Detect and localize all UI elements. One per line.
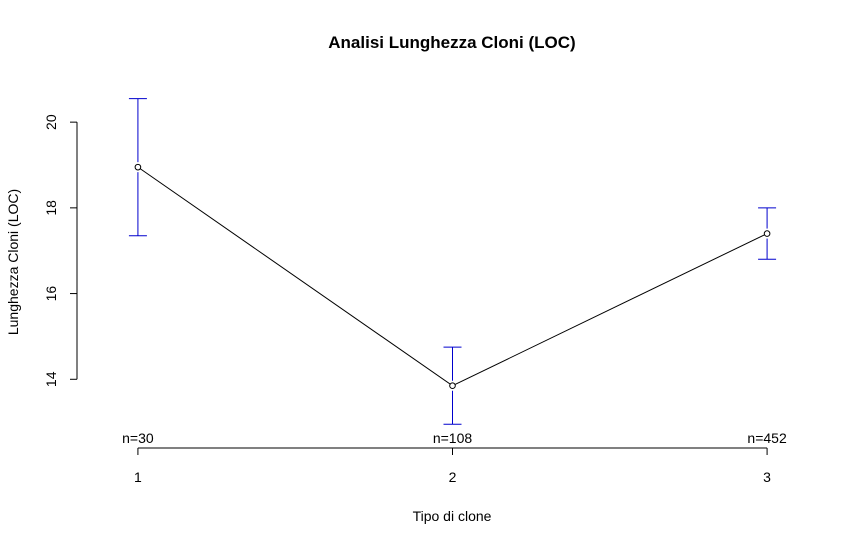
n-label: n=108: [433, 430, 473, 446]
y-tick-label: 16: [43, 286, 59, 302]
x-axis-label: Tipo di clone: [413, 508, 492, 524]
y-tick-label: 14: [43, 371, 59, 387]
error-bars: [128, 98, 777, 425]
data-point: [449, 382, 456, 390]
data-point: [134, 163, 142, 171]
y-tick-label: 18: [43, 200, 59, 216]
x-tick-label: 3: [763, 469, 771, 485]
data-points: [134, 163, 771, 390]
chart-title: Analisi Lunghezza Cloni (LOC): [328, 33, 575, 52]
y-tick-label: 20: [43, 114, 59, 130]
y-axis-label: Lunghezza Cloni (LOC): [5, 189, 21, 335]
y-axis: 14 16 18 20: [43, 114, 78, 387]
x-axis: 1 2 3: [134, 447, 771, 485]
n-label: n=30: [122, 430, 154, 446]
x-tick-label: 2: [449, 469, 457, 485]
x-tick-label: 1: [134, 469, 142, 485]
n-labels: n=30 n=108 n=452: [122, 430, 787, 446]
data-point: [763, 230, 771, 237]
n-label: n=452: [747, 430, 787, 446]
